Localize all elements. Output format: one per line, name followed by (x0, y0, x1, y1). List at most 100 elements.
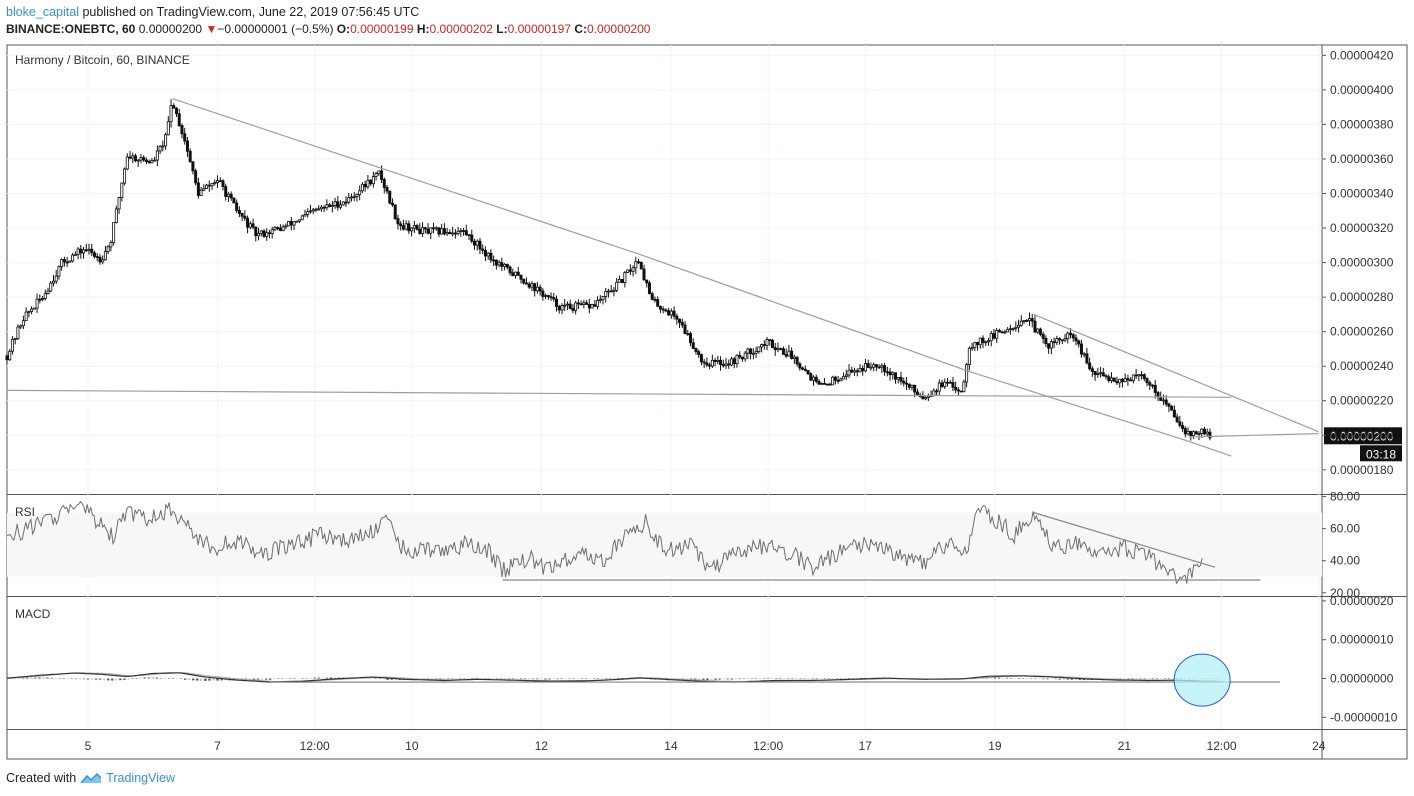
candle (587, 298, 591, 314)
candle-body (226, 193, 230, 197)
candle (330, 200, 334, 213)
candle (686, 330, 690, 336)
candle-body (298, 219, 302, 222)
candle-body (360, 183, 364, 192)
author-link[interactable]: bloke_capital (6, 5, 79, 19)
candle-body (596, 300, 600, 307)
x-tick-label: 19 (988, 739, 1002, 753)
candle (54, 270, 58, 284)
macd-histogram-bar (74, 678, 78, 680)
candle-body (697, 351, 701, 356)
macd-histogram-bar (187, 678, 191, 680)
candle-body (872, 364, 876, 368)
candle-body (366, 179, 370, 188)
candle (1022, 320, 1026, 325)
axes: Harmony / Bitcoin, 60, BINANCE RSI MACD … (15, 48, 1398, 753)
candle-body (1120, 378, 1124, 383)
candle (103, 245, 107, 261)
candle-body (322, 206, 326, 209)
price-tick-label: 0.00000300 (1330, 256, 1394, 270)
candle (385, 184, 389, 195)
candle-body (965, 364, 969, 383)
candle (1082, 352, 1086, 358)
macd-histogram-bar (613, 678, 616, 679)
macd-histogram-bar (511, 678, 515, 680)
candle-body (1167, 403, 1171, 407)
macd-histogram-bar (528, 678, 531, 680)
candle (1101, 367, 1105, 377)
candle-body (544, 294, 548, 297)
candle (92, 250, 96, 259)
candle-body (24, 311, 28, 322)
candle (248, 221, 252, 230)
tradingview-link[interactable]: TradingView (106, 771, 175, 785)
candle-body (65, 261, 69, 264)
candle (161, 140, 165, 152)
candle-body (699, 354, 703, 363)
candle (1019, 315, 1023, 327)
macd-histogram-bar (1066, 678, 1069, 680)
rsi-pane[interactable] (6, 500, 1322, 585)
macd-histogram-bar (1017, 677, 1021, 679)
candle (538, 284, 542, 296)
candle (637, 258, 641, 265)
candle (945, 377, 949, 387)
candle-body (527, 283, 531, 288)
candle-body (415, 225, 419, 230)
candle-body (355, 194, 359, 197)
macd-histogram-bar (90, 678, 94, 680)
candle-body (904, 382, 908, 385)
candle (885, 366, 889, 377)
candle (257, 227, 261, 241)
candle (779, 347, 783, 351)
candle (202, 184, 206, 192)
candle-body (114, 208, 118, 224)
candle-body (538, 286, 542, 292)
candle-body (448, 232, 452, 235)
candle-body (172, 105, 176, 109)
candle-body (300, 215, 304, 221)
macd-pane[interactable] (5, 653, 1280, 707)
candle (858, 364, 862, 373)
macd-histogram-bar (706, 678, 709, 681)
candle-body (1153, 384, 1157, 393)
candle-body (1197, 433, 1201, 435)
macd-histogram-bar (795, 678, 798, 679)
candle (21, 315, 25, 330)
macd-histogram-bar (714, 678, 717, 680)
macd-histogram-bar (807, 678, 810, 680)
candle (500, 257, 504, 272)
price-pane[interactable]: 0.00000200 03:18 (5, 97, 1402, 462)
candle-body (51, 280, 55, 284)
candle (760, 343, 764, 353)
candle (626, 269, 630, 274)
candle (1189, 430, 1193, 441)
candle (571, 304, 575, 314)
macd-histogram-bar (856, 677, 859, 679)
candle (467, 234, 471, 241)
candle-body (481, 248, 485, 251)
candle-body (1077, 340, 1081, 345)
macd-histogram-bar (564, 678, 567, 680)
candle (1104, 374, 1108, 380)
candle-body (508, 266, 512, 274)
macd-histogram-bar (487, 678, 490, 680)
macd-histogram-bar (1050, 678, 1053, 680)
candle-body (1107, 376, 1111, 381)
candle-body (281, 226, 285, 231)
candle-body (760, 344, 764, 348)
candle-body (858, 367, 862, 373)
candle (798, 361, 802, 371)
candle-body (270, 229, 274, 234)
candle (175, 107, 179, 117)
candle-body (380, 170, 384, 180)
candle-body (218, 180, 222, 183)
candle-body (358, 190, 362, 195)
candle (1120, 378, 1124, 388)
macd-histogram-bar (1123, 678, 1126, 680)
candle-body (866, 363, 870, 368)
candle-body (833, 376, 837, 381)
macd-histogram-bar (609, 678, 612, 679)
candle-body (5, 355, 9, 361)
